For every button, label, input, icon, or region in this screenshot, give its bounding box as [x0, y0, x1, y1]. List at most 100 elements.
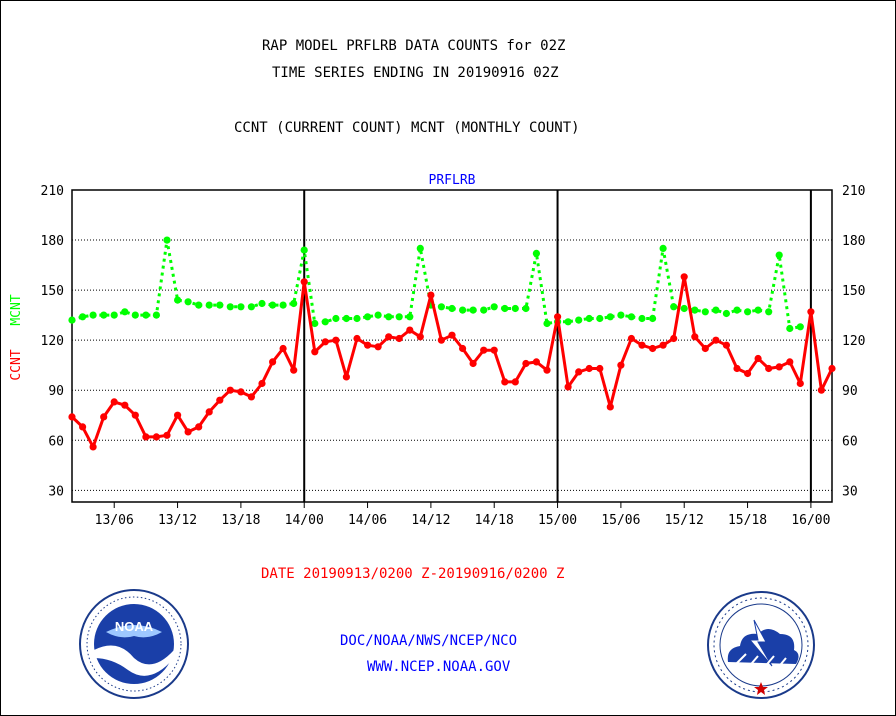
data-point-mcnt [321, 318, 329, 326]
data-point-ccnt [606, 403, 614, 411]
data-point-ccnt [68, 413, 76, 421]
data-point-mcnt [617, 311, 625, 319]
data-point-mcnt [596, 314, 604, 323]
data-point-ccnt [807, 308, 815, 316]
data-point-ccnt [448, 331, 456, 339]
header-line-2: TIME SERIES ENDING IN 20190916 02Z [272, 65, 559, 81]
data-point-ccnt [321, 338, 329, 346]
data-point-ccnt [765, 364, 773, 373]
data-point-ccnt [627, 334, 636, 343]
data-point-mcnt [79, 313, 87, 321]
data-point-mcnt [480, 306, 488, 314]
data-point-mcnt [269, 301, 277, 309]
x-tick-label: 13/18 [221, 513, 260, 528]
data-point-ccnt [522, 359, 530, 368]
data-point-mcnt [627, 313, 636, 321]
data-point-mcnt [258, 299, 266, 308]
y-tick-label-left: 60 [48, 434, 64, 449]
data-point-mcnt [385, 313, 393, 321]
data-point-mcnt [722, 309, 731, 318]
data-point-mcnt [680, 304, 688, 313]
y-tick-label-left: 150 [41, 284, 64, 299]
data-point-ccnt [395, 334, 403, 343]
data-point-mcnt [733, 306, 741, 314]
data-point-mcnt [416, 244, 424, 252]
data-point-ccnt [205, 408, 213, 416]
x-tick-label: 13/06 [95, 513, 134, 528]
data-point-mcnt [353, 314, 361, 323]
data-point-mcnt [174, 296, 182, 304]
x-tick-label: 15/18 [728, 513, 767, 528]
data-point-mcnt [237, 303, 245, 311]
data-point-ccnt [532, 358, 541, 366]
data-point-mcnt [796, 323, 804, 331]
org-line: DOC/NOAA/NWS/NCEP/NCO [340, 633, 518, 649]
data-point-ccnt [459, 344, 467, 353]
x-tick-label: 14/12 [411, 513, 450, 528]
data-point-ccnt [744, 369, 752, 378]
data-point-ccnt [469, 359, 477, 368]
data-point-ccnt [712, 336, 720, 344]
data-point-mcnt [216, 301, 224, 309]
data-point-mcnt [501, 304, 509, 313]
data-point-mcnt [152, 311, 160, 319]
y-axis-label-ccnt: CCNT [9, 349, 24, 380]
data-point-mcnt [448, 304, 456, 313]
data-point-ccnt [733, 364, 741, 373]
url-line: WWW.NCEP.NOAA.GOV [367, 659, 511, 675]
noaa-logo-text: NOAA [115, 619, 154, 634]
data-point-mcnt [564, 318, 572, 326]
data-point-ccnt [364, 341, 372, 349]
data-point-mcnt [195, 301, 203, 309]
data-point-ccnt [480, 346, 488, 354]
date-range: DATE 20190913/0200 Z-20190916/0200 Z [261, 566, 565, 582]
data-point-ccnt [184, 428, 192, 436]
data-point-ccnt [258, 379, 266, 388]
data-point-ccnt [142, 433, 150, 441]
data-point-mcnt [459, 306, 467, 314]
data-point-mcnt [110, 311, 118, 319]
data-point-mcnt [691, 306, 699, 314]
data-point-mcnt [342, 314, 350, 323]
data-point-ccnt [152, 433, 160, 441]
chart-title: PRFLRB [429, 173, 476, 188]
x-tick-label: 15/00 [538, 513, 577, 528]
data-point-ccnt [427, 291, 435, 299]
y-tick-label-right: 150 [842, 284, 865, 299]
data-point-mcnt [575, 316, 583, 324]
data-point-mcnt [311, 319, 319, 328]
data-point-mcnt [300, 246, 308, 254]
data-point-mcnt [659, 244, 667, 252]
data-point-ccnt [374, 343, 382, 351]
data-point-mcnt [786, 324, 794, 333]
data-point-ccnt [575, 368, 583, 376]
header-line-3: CCNT (CURRENT COUNT) MCNT (MONTHLY COUNT… [234, 120, 580, 136]
data-point-ccnt [100, 413, 108, 421]
data-point-ccnt [79, 423, 87, 431]
data-point-ccnt [511, 378, 519, 386]
data-point-ccnt [437, 336, 445, 344]
data-point-mcnt [184, 298, 192, 306]
data-point-ccnt [131, 411, 139, 419]
data-point-ccnt [332, 336, 340, 344]
plot-area [71, 189, 833, 503]
y-tick-label-left: 30 [48, 484, 64, 499]
header-line-1: RAP MODEL PRFLRB DATA COUNTS for 02Z [262, 38, 566, 54]
data-point-ccnt [817, 386, 826, 394]
data-point-ccnt [659, 341, 667, 349]
data-point-ccnt [237, 388, 245, 396]
data-point-ccnt [247, 393, 255, 401]
data-point-mcnt [226, 303, 234, 311]
data-point-ccnt [786, 358, 794, 366]
data-point-ccnt [617, 361, 625, 369]
data-point-mcnt [374, 311, 382, 319]
data-point-mcnt [121, 308, 129, 316]
data-point-mcnt [606, 313, 614, 321]
y-tick-label-left: 90 [48, 384, 64, 399]
data-point-mcnt [437, 303, 445, 311]
data-point-ccnt [691, 333, 699, 341]
x-tick-label: 15/12 [665, 513, 704, 528]
data-point-ccnt [501, 378, 509, 386]
data-point-ccnt [638, 341, 646, 349]
